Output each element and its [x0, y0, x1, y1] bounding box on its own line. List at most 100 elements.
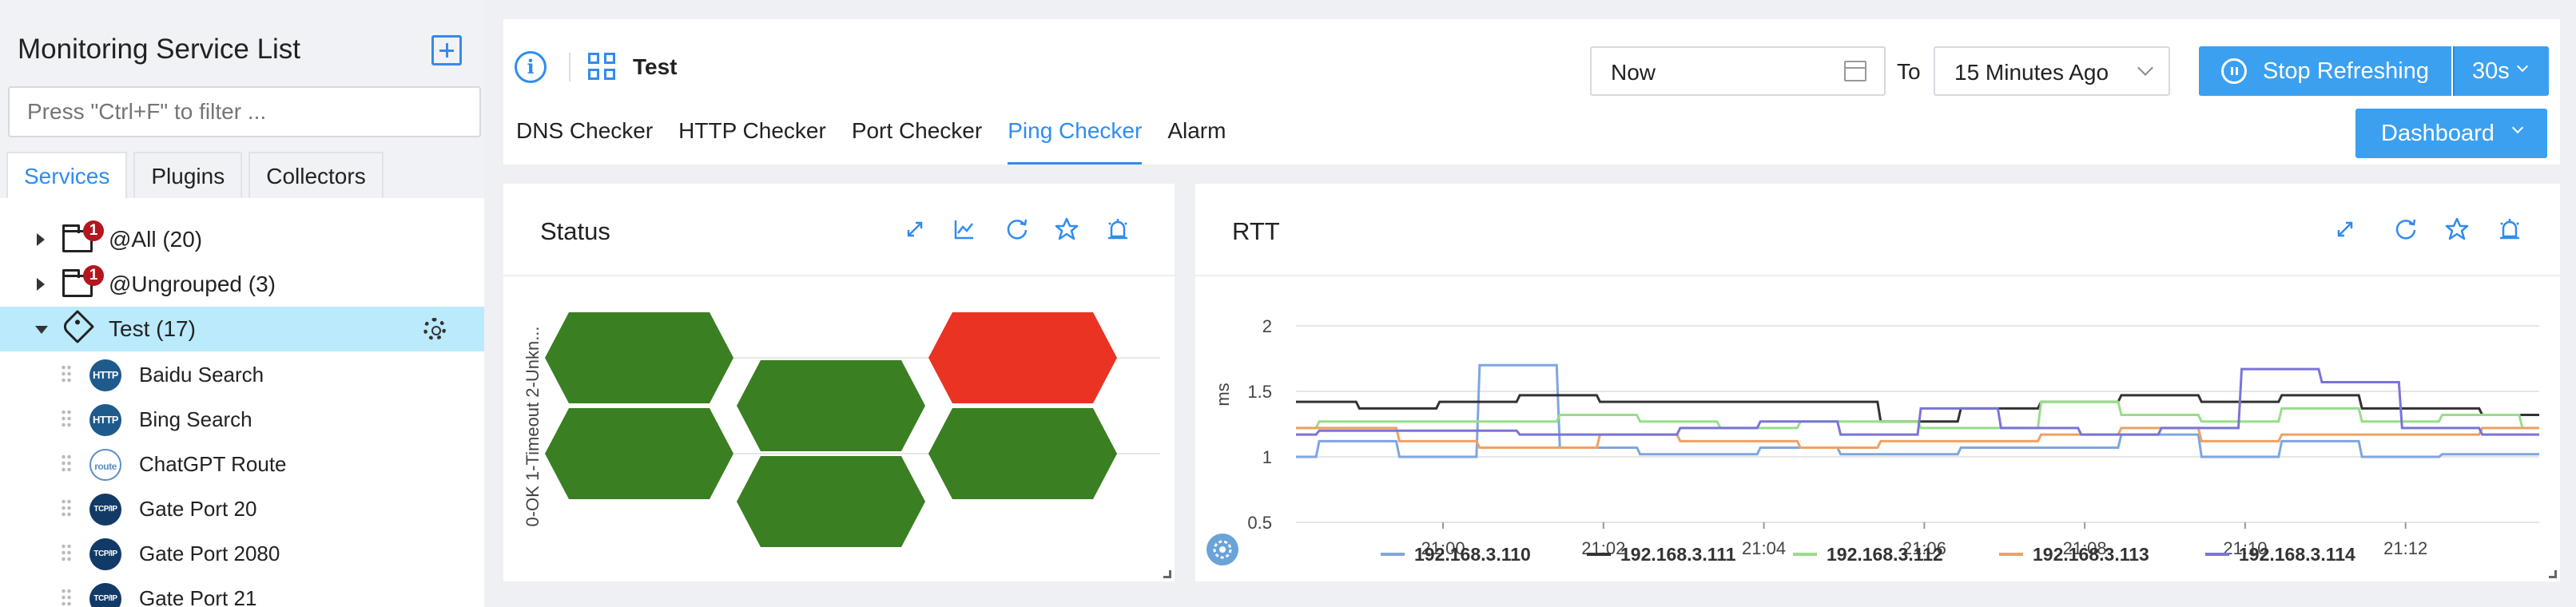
expand-icon[interactable]	[2332, 216, 2359, 243]
legend-item[interactable]: 192.168.3.110	[1381, 544, 1531, 565]
legend-label: 192.168.3.113	[2033, 544, 2149, 565]
page-title: Test	[633, 54, 678, 79]
alert-badge: 1	[83, 265, 104, 286]
rtt-panel: RTT 0.5 1 1.5 2 21:00 21:02 21:04 21:06 21:08 21…	[1195, 184, 2560, 581]
series-line[interactable]	[1296, 426, 2539, 450]
chevron-down-icon	[2137, 60, 2153, 76]
pause-icon	[2221, 58, 2247, 84]
tree-service-item[interactable]: TCP/IP Gate Port 2080	[0, 530, 484, 575]
tree-service-item[interactable]: TCP/IP Gate Port 21	[0, 575, 484, 607]
divider	[569, 53, 570, 81]
refresh-icon[interactable]	[2392, 216, 2419, 243]
drag-handle-icon[interactable]	[61, 498, 72, 518]
time-to-select[interactable]: 15 Minutes Ago	[1934, 46, 2170, 96]
service-label: Gate Port 20	[139, 497, 257, 521]
series-line[interactable]	[1296, 367, 2539, 436]
tree-group-test[interactable]: Test (17)	[0, 307, 484, 351]
legend-label: 192.168.3.114	[2239, 544, 2355, 565]
x-tick-label: 21:00	[1421, 538, 1465, 558]
panel-header: RTT	[1195, 184, 2560, 276]
tree-group-ungrouped[interactable]: 1 @Ungrouped (3)	[0, 262, 484, 307]
tab-services[interactable]: Services	[6, 152, 128, 198]
legend-item[interactable]: 192.168.3.111	[1587, 544, 1736, 565]
status-axis-label: 0-OK 1-Timeout 2-Unkn...	[523, 326, 543, 526]
sidebar-tabs: Services Plugins Collectors	[6, 152, 384, 198]
x-tick-label: 21:12	[2383, 538, 2427, 558]
tab-http-checker[interactable]: HTTP Checker	[678, 118, 826, 143]
drag-handle-icon[interactable]	[61, 364, 72, 383]
line-chart-icon[interactable]	[951, 216, 978, 243]
tab-alarm[interactable]: Alarm	[1167, 118, 1226, 143]
service-label: ChatGPT Route	[139, 452, 287, 476]
star-icon[interactable]	[2443, 216, 2471, 243]
tree-service-item[interactable]: HTTP Baidu Search	[0, 351, 484, 396]
status-cell[interactable]	[737, 456, 925, 547]
refresh-icon[interactable]	[1004, 216, 1031, 243]
gear-icon[interactable]	[423, 318, 446, 340]
alarm-icon[interactable]	[2496, 216, 2523, 243]
caret-down-icon[interactable]	[35, 326, 48, 334]
y-tick-label: 0.5	[1247, 513, 1272, 533]
tcp-ip-icon: TCP/IP	[89, 583, 121, 607]
star-icon[interactable]	[1053, 216, 1080, 243]
folder-icon	[62, 224, 93, 252]
legend-item[interactable]: 192.168.3.113	[1999, 544, 2149, 565]
calendar-icon[interactable]	[1844, 61, 1866, 81]
legend-item[interactable]: 192.168.3.114	[2205, 544, 2355, 565]
dashboard-label: Dashboard	[2381, 121, 2495, 146]
drag-handle-icon[interactable]	[61, 409, 72, 428]
x-tick-label: 21:08	[2063, 538, 2107, 558]
add-service-icon[interactable]	[431, 35, 462, 65]
resize-handle[interactable]	[2549, 570, 2557, 578]
alarm-icon[interactable]	[1104, 216, 1131, 243]
tab-plugins[interactable]: Plugins	[133, 152, 243, 198]
sidebar: Monitoring Service List Services Plugins…	[0, 0, 484, 607]
checker-tabs: DNS Checker HTTP Checker Port Checker Pi…	[516, 118, 1226, 165]
tab-dns-checker[interactable]: DNS Checker	[516, 118, 654, 143]
filter-input[interactable]	[8, 86, 481, 137]
status-cell[interactable]	[737, 360, 925, 451]
legend-item[interactable]: 192.168.3.112	[1793, 544, 1943, 565]
chevron-down-icon	[2511, 121, 2524, 134]
drag-handle-icon[interactable]	[61, 454, 72, 473]
caret-right-icon[interactable]	[37, 278, 45, 291]
status-cell[interactable]	[545, 312, 733, 403]
info-icon[interactable]: i	[515, 51, 547, 83]
stop-refreshing-button[interactable]: Stop Refreshing	[2199, 46, 2451, 96]
refresh-interval-value: 30s	[2472, 58, 2510, 84]
panel-title: Status	[540, 217, 610, 245]
drag-handle-icon[interactable]	[61, 588, 72, 607]
refresh-interval-select[interactable]: 30s	[2453, 46, 2549, 96]
status-cell[interactable]	[928, 312, 1117, 403]
resize-handle[interactable]	[1163, 570, 1171, 578]
tree-group-all[interactable]: 1 @All (20)	[0, 217, 484, 262]
drag-handle-icon[interactable]	[61, 543, 72, 562]
http-icon: HTTP	[89, 404, 121, 436]
expand-icon[interactable]	[901, 216, 928, 243]
tab-ping-checker[interactable]: Ping Checker	[1008, 118, 1143, 165]
time-from-picker[interactable]: Now	[1590, 46, 1886, 96]
service-label: Baidu Search	[139, 363, 264, 387]
grid-icon	[588, 53, 615, 80]
http-icon: HTTP	[89, 359, 121, 391]
to-label: To	[1897, 59, 1921, 84]
service-label: Gate Port 21	[139, 586, 257, 607]
caret-right-icon[interactable]	[37, 233, 45, 246]
y-tick-label: 1	[1262, 447, 1272, 467]
time-from-value: Now	[1611, 60, 1656, 85]
route-icon: route	[89, 449, 121, 481]
tab-collectors[interactable]: Collectors	[248, 152, 384, 198]
tab-port-checker[interactable]: Port Checker	[851, 118, 983, 143]
dashboard-button[interactable]: Dashboard	[2355, 109, 2547, 158]
tree-service-item[interactable]: HTTP Bing Search	[0, 396, 484, 441]
tree-service-item[interactable]: TCP/IP Gate Port 20	[0, 486, 484, 530]
status-cell[interactable]	[545, 408, 733, 499]
settings-icon[interactable]	[1207, 534, 1238, 565]
service-label: Gate Port 2080	[139, 542, 280, 565]
series-line[interactable]	[1296, 400, 2539, 430]
tree-group-label: @Ungrouped (3)	[109, 272, 276, 296]
sidebar-title: Monitoring Service List	[18, 34, 301, 65]
series-line[interactable]	[1296, 363, 2539, 458]
status-cell[interactable]	[928, 408, 1117, 499]
tree-service-item[interactable]: route ChatGPT Route	[0, 441, 484, 486]
